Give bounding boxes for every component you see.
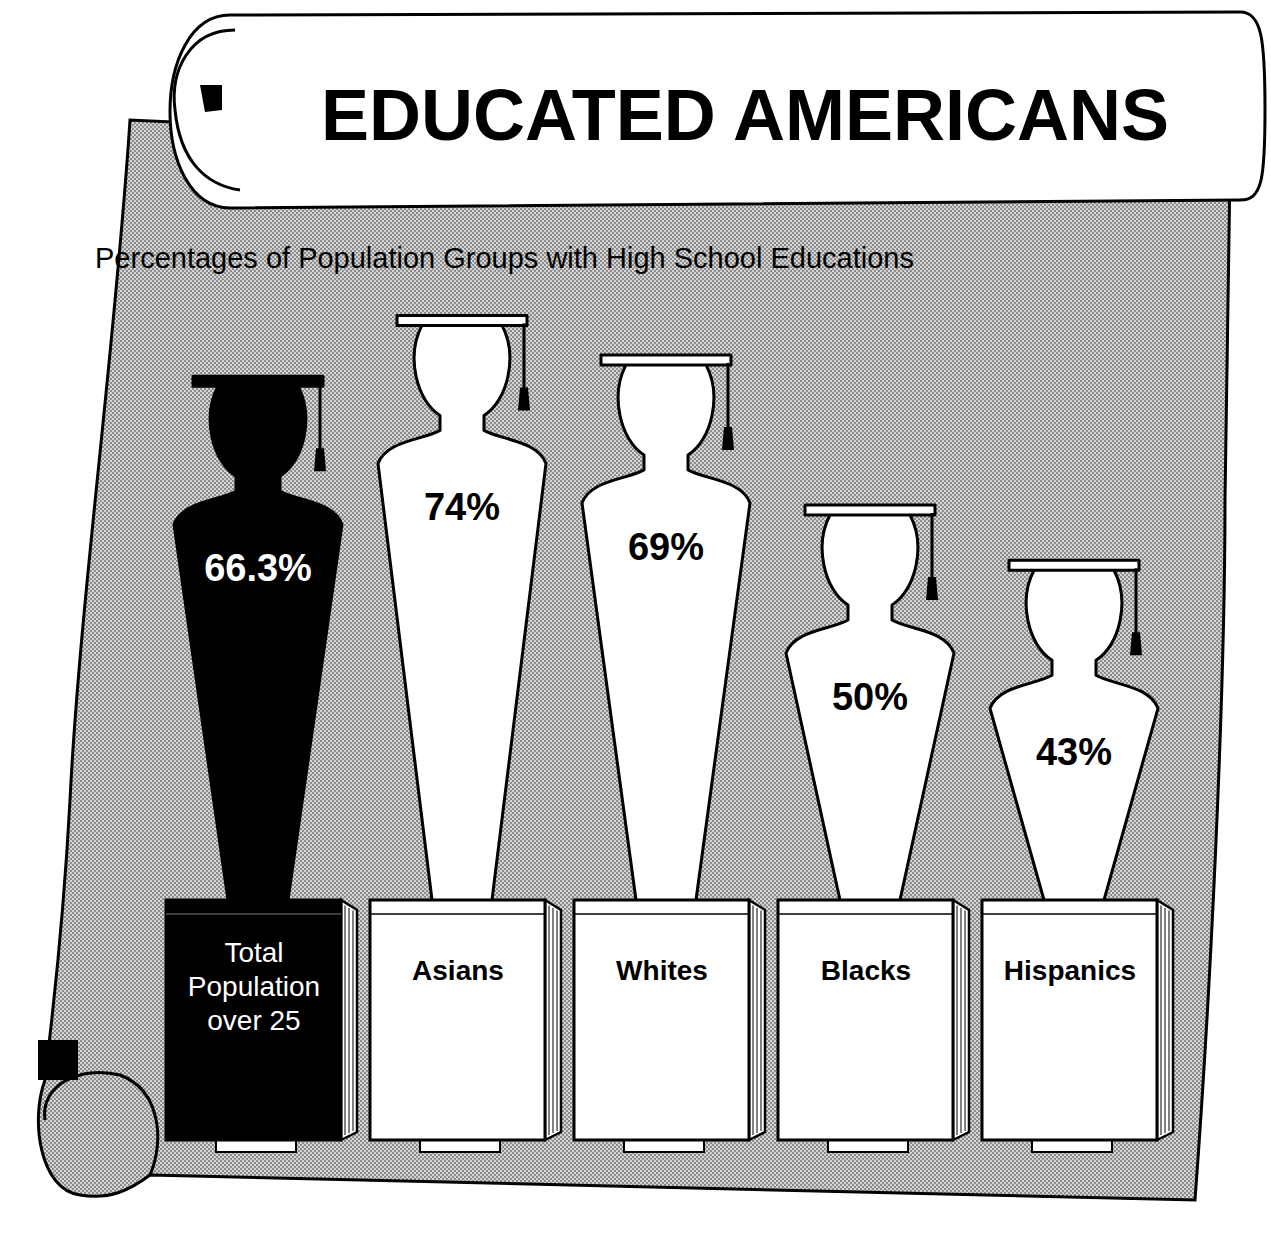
category-label: Asians <box>412 955 504 986</box>
tassel <box>314 448 326 471</box>
category-label: TotalPopulationover 25 <box>188 937 320 1036</box>
book-pages <box>545 900 561 1140</box>
book-page-line <box>549 906 550 1136</box>
book <box>166 900 341 1140</box>
data-label: 50% <box>832 676 908 718</box>
figure-bar <box>990 560 1158 900</box>
scroll-curl-bottom <box>45 1072 158 1175</box>
figures <box>174 315 1158 900</box>
tassel <box>1130 632 1142 655</box>
book-page-line <box>757 908 758 1133</box>
figure-bar <box>174 376 342 900</box>
book-page-line <box>1161 906 1162 1136</box>
book-foot <box>420 1140 500 1152</box>
book-page-line <box>1169 911 1170 1132</box>
figure-bar <box>786 505 954 900</box>
book-page-line <box>349 908 350 1133</box>
scroll-sheet <box>38 120 1230 1200</box>
data-label: 66.3% <box>204 547 312 589</box>
book <box>574 900 749 1140</box>
book-page-line <box>345 906 346 1136</box>
title-banner <box>170 12 1265 208</box>
tassel <box>722 427 734 450</box>
data-label: 43% <box>1036 731 1112 773</box>
category-label: Blacks <box>821 955 911 986</box>
book-pages <box>749 900 765 1140</box>
book-foot <box>1032 1140 1112 1152</box>
book-edge <box>166 913 341 915</box>
book <box>370 900 545 1140</box>
book-edge <box>574 913 749 915</box>
book-page-line <box>957 906 958 1136</box>
book <box>778 900 953 1140</box>
figure-bar <box>582 355 750 900</box>
scroll-curl-shadow <box>38 1040 78 1080</box>
labels: TotalPopulationover 25 Asians Whites Blacks… <box>188 937 1136 1036</box>
tassel <box>518 387 530 410</box>
tassel <box>926 577 938 600</box>
figure-bar <box>378 315 546 900</box>
book-foot <box>828 1140 908 1152</box>
book-edge <box>370 913 545 915</box>
tassel-cord <box>931 513 934 580</box>
data-label: 74% <box>424 486 500 528</box>
book-page-line <box>553 908 554 1133</box>
book-page-line <box>961 908 962 1133</box>
books <box>166 900 1173 1152</box>
category-label: Whites <box>616 955 708 986</box>
chart-svg: EDUCATED AMERICANS Percentages of Populat… <box>0 0 1271 1235</box>
tassel-cord <box>523 323 526 390</box>
book-page-line <box>1165 908 1166 1133</box>
book-edge <box>778 913 953 915</box>
book-pages <box>953 900 969 1140</box>
data-label: 69% <box>628 526 704 568</box>
book-page-line <box>965 911 966 1132</box>
subtitle: Percentages of Population Groups with Hi… <box>95 242 914 274</box>
tassel-cord <box>319 384 322 451</box>
title: EDUCATED AMERICANS <box>321 75 1169 155</box>
tassel-cord <box>1135 568 1138 635</box>
book-pages <box>1157 900 1173 1140</box>
book-page-line <box>753 906 754 1136</box>
tassel-cord <box>727 363 730 430</box>
data-labels: 66.3% 74% 69% 50% 43% <box>204 486 1112 773</box>
book-foot <box>216 1140 296 1152</box>
category-label: Hispanics <box>1004 955 1136 986</box>
chart-root: EDUCATED AMERICANS Percentages of Populat… <box>0 0 1271 1235</box>
book <box>982 900 1157 1140</box>
book-page-line <box>353 911 354 1132</box>
banner-curl <box>174 30 240 190</box>
book-foot <box>624 1140 704 1152</box>
book-edge <box>982 913 1157 915</box>
banner-curl-shadow <box>200 85 222 112</box>
book-page-line <box>557 911 558 1132</box>
book-pages <box>341 900 357 1140</box>
book-page-line <box>761 911 762 1132</box>
